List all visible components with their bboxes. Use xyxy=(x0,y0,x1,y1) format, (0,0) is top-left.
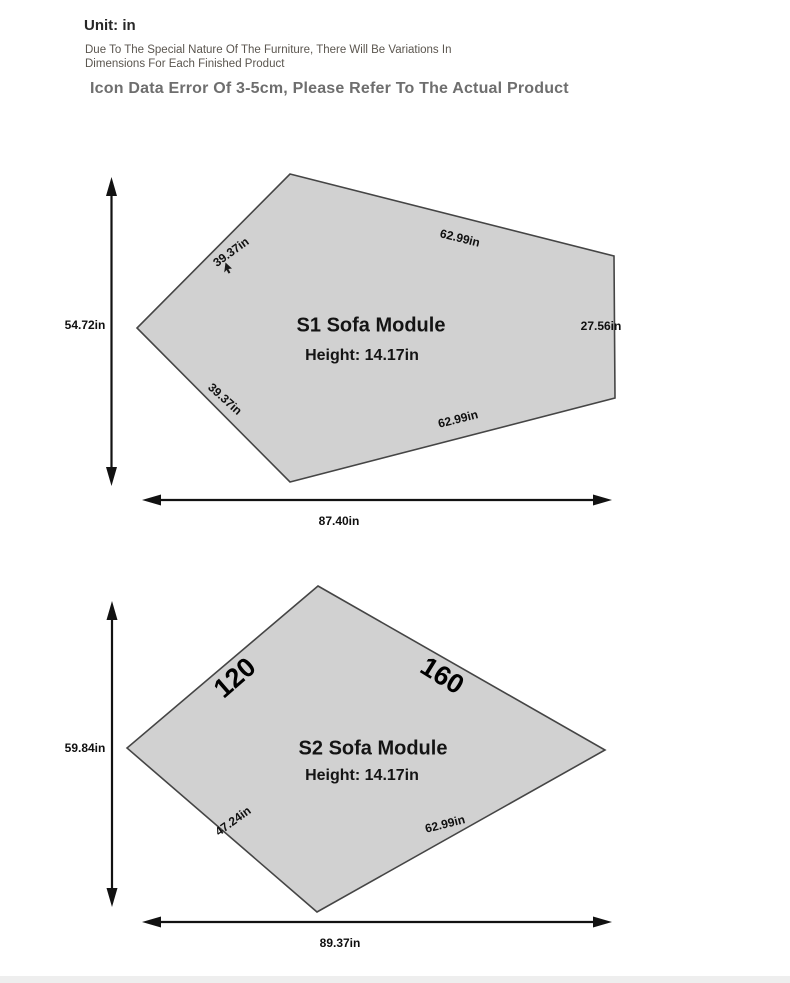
s1-depth-arrowhead-bottom-icon xyxy=(106,467,117,486)
s2-title: S2 Sofa Module xyxy=(298,737,448,760)
disclaimer-line-1: Due To The Special Nature Of The Furnitu… xyxy=(85,44,452,56)
s1-height-label: Height: 14.17in xyxy=(305,347,419,364)
s2-depth-dimension-label: 59.84in xyxy=(64,741,106,755)
s1-width-dimension-label: 87.40in xyxy=(318,514,360,528)
cursor-artifact-icon xyxy=(224,262,232,274)
s2-depth-arrow xyxy=(106,601,118,907)
s2-depth-arrowhead-top-icon xyxy=(106,601,118,620)
s2-width-arrow xyxy=(142,916,612,928)
bottom-edge-strip xyxy=(0,976,790,983)
s1-width-arrowhead-left-icon xyxy=(142,494,161,506)
s1-depth-dimension-label: 54.72in xyxy=(64,318,106,332)
s2-depth-arrowhead-bottom-icon xyxy=(106,888,118,907)
error-notice-text: Icon Data Error Of 3-5cm, Please Refer T… xyxy=(90,80,569,97)
s2-height-label: Height: 14.17in xyxy=(305,767,419,784)
s1-title: S1 Sofa Module xyxy=(296,314,446,337)
s1-depth-arrow xyxy=(106,177,117,486)
s2-width-dimension-label: 89.37in xyxy=(319,936,361,950)
s1-edge-right-label: 27.56in xyxy=(580,319,622,333)
s2-width-arrowhead-right-icon xyxy=(593,916,612,928)
disclaimer-text: Due To The Special Nature Of The Furnitu… xyxy=(85,44,451,71)
s2-width-arrowhead-left-icon xyxy=(142,916,161,928)
s1-depth-arrowhead-top-icon xyxy=(106,177,117,196)
s1-shape-outline xyxy=(135,173,616,483)
s2-shape-outline xyxy=(125,585,607,913)
s1-width-arrow xyxy=(142,494,612,506)
s1-width-arrowhead-right-icon xyxy=(593,494,612,506)
unit-label: Unit: in xyxy=(84,17,136,34)
disclaimer-line-2: Dimensions For Each Finished Product xyxy=(85,57,285,70)
